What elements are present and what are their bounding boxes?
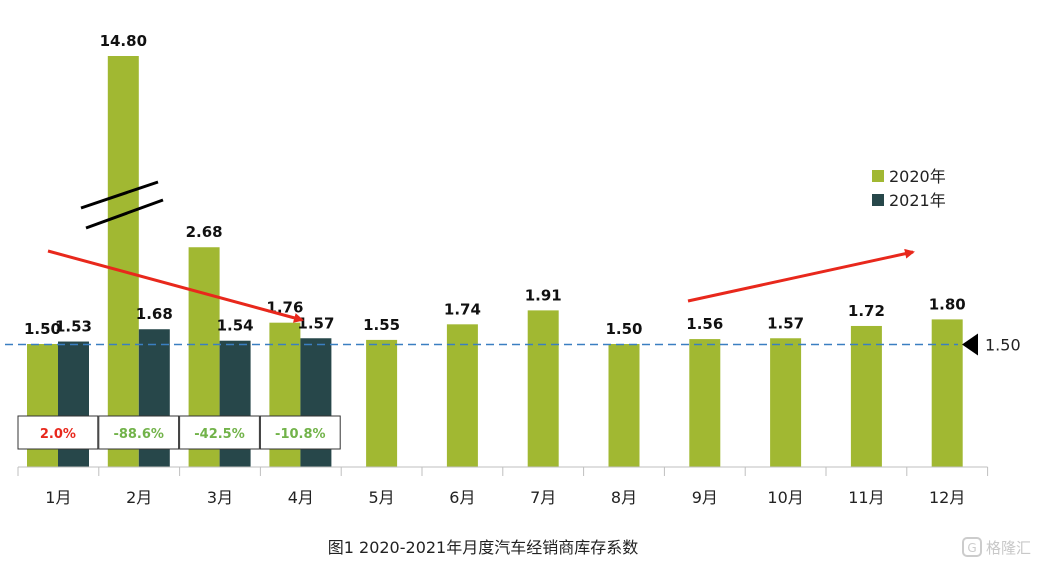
x-tick-label: 3月 — [207, 488, 233, 507]
bar-2020 — [689, 339, 721, 467]
legend-label: 2020年 — [889, 167, 946, 186]
data-label-2020: 1.74 — [444, 300, 481, 318]
x-tick-label: 10月 — [767, 488, 803, 507]
trend-arrow-down — [47, 249, 304, 323]
data-label-2021: 1.54 — [217, 317, 254, 335]
data-label-2021: 1.53 — [55, 318, 92, 336]
bar-2020 — [850, 325, 882, 467]
yoy-layer: 2.0% -88.6% -42.5% -10.8% — [17, 415, 341, 450]
yoy-box — [17, 415, 99, 450]
x-tick-label: 4月 — [288, 488, 314, 507]
yoy-change-label: -10.8% — [275, 427, 326, 442]
bar-2020 — [107, 56, 139, 467]
yoy-box — [259, 415, 341, 450]
data-label-2021: 1.57 — [297, 314, 334, 332]
legend-label: 2021年 — [889, 191, 946, 210]
reference-layer: 1.50 — [5, 333, 1021, 356]
annotations-layer — [47, 180, 915, 323]
x-tick-label: 8月 — [611, 488, 637, 507]
data-label-2020: 2.68 — [186, 223, 223, 241]
data-label-2020: 14.80 — [100, 32, 147, 50]
x-tick-label: 12月 — [929, 488, 965, 507]
bar-2020 — [366, 339, 398, 467]
x-tick-label: 2月 — [126, 488, 152, 507]
legend-swatch — [872, 194, 884, 206]
reference-label: 1.50 — [985, 336, 1021, 355]
bar-2020 — [770, 338, 802, 467]
bars-layer — [27, 56, 963, 467]
data-label-2020: 1.91 — [525, 286, 562, 304]
chart-title: 图1 2020-2021年月度汽车经销商库存系数 — [328, 538, 638, 557]
data-label-2020: 1.57 — [767, 314, 804, 332]
watermark-text: 格隆汇 — [986, 539, 1031, 557]
yoy-change-label: -88.6% — [113, 427, 164, 442]
yoy-box — [179, 415, 260, 450]
data-label-2020: 1.56 — [686, 315, 723, 333]
x-tick-label: 6月 — [449, 488, 475, 507]
bar-2020 — [608, 344, 640, 467]
axis-break-mark-upper — [80, 180, 159, 210]
watermark-logo-icon: G — [967, 541, 976, 555]
bar-2020 — [527, 310, 559, 467]
legend-layer: 2020年 2021年 — [872, 167, 946, 210]
data-label-2020: 1.50 — [24, 320, 61, 338]
reference-marker-icon — [962, 333, 978, 356]
data-label-2020: 1.80 — [929, 295, 966, 313]
x-tick-label: 11月 — [848, 488, 884, 507]
axis-layer: 1月 2月 3月 4月 5月 6月 7月 8月 9月 10月 11月 12月 — [17, 466, 989, 507]
bar-2020 — [931, 319, 963, 467]
data-label-2021: 1.68 — [136, 305, 173, 323]
yoy-box — [98, 415, 180, 450]
data-label-2020: 1.50 — [605, 320, 642, 338]
legend-swatch — [872, 170, 884, 182]
trend-arrow-up — [687, 248, 915, 303]
axis-break-mark-lower — [85, 198, 164, 230]
data-label-2020: 1.72 — [848, 302, 885, 320]
yoy-change-label: -42.5% — [194, 427, 245, 442]
watermark: G 格隆汇 — [962, 537, 1031, 557]
x-tick-label: 5月 — [369, 488, 395, 507]
x-tick-label: 9月 — [692, 488, 718, 507]
bar-2020 — [446, 324, 478, 467]
data-label-2020: 1.55 — [363, 316, 400, 334]
yoy-change-label: 2.0% — [40, 427, 76, 442]
x-tick-label: 7月 — [530, 488, 556, 507]
x-tick-label: 1月 — [45, 488, 71, 507]
